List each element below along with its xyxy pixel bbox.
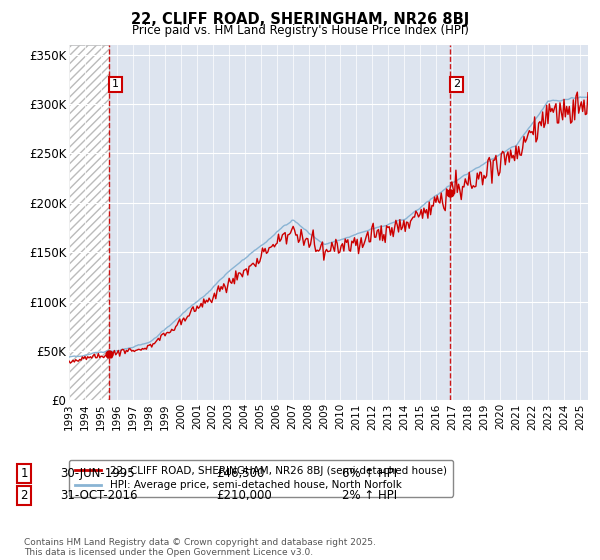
Text: £46,500: £46,500 [216,466,265,480]
Text: 30-JUN-1995: 30-JUN-1995 [60,466,134,480]
Text: 2: 2 [20,489,28,502]
Text: Contains HM Land Registry data © Crown copyright and database right 2025.
This d: Contains HM Land Registry data © Crown c… [24,538,376,557]
Text: 6% ↑ HPI: 6% ↑ HPI [342,466,397,480]
Text: 31-OCT-2016: 31-OCT-2016 [60,489,137,502]
Text: 2: 2 [453,80,460,89]
Bar [69,45,109,400]
Text: £210,000: £210,000 [216,489,272,502]
Text: 22, CLIFF ROAD, SHERINGHAM, NR26 8BJ: 22, CLIFF ROAD, SHERINGHAM, NR26 8BJ [131,12,469,27]
Text: 1: 1 [20,466,28,480]
Legend: 22, CLIFF ROAD, SHERINGHAM, NR26 8BJ (semi-detached house), HPI: Average price, : 22, CLIFF ROAD, SHERINGHAM, NR26 8BJ (se… [69,460,453,497]
Text: Price paid vs. HM Land Registry's House Price Index (HPI): Price paid vs. HM Land Registry's House … [131,24,469,36]
Text: 1: 1 [112,80,119,89]
Text: 2% ↑ HPI: 2% ↑ HPI [342,489,397,502]
